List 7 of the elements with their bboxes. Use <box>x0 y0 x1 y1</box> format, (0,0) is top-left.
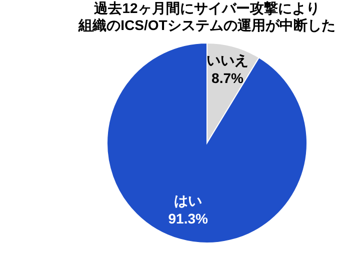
pie-slice <box>106 42 308 244</box>
data-label: 8.7% <box>212 70 244 86</box>
data-label: 91.3% <box>168 210 208 226</box>
chart-subtitle: 組織のICS/OTシステムの運用が中断した <box>78 17 336 33</box>
chart-title: 過去12ヶ月間にサイバー攻撃により <box>93 0 320 16</box>
slice-label: いいえ <box>206 52 249 68</box>
slice-label: はい <box>174 192 202 208</box>
